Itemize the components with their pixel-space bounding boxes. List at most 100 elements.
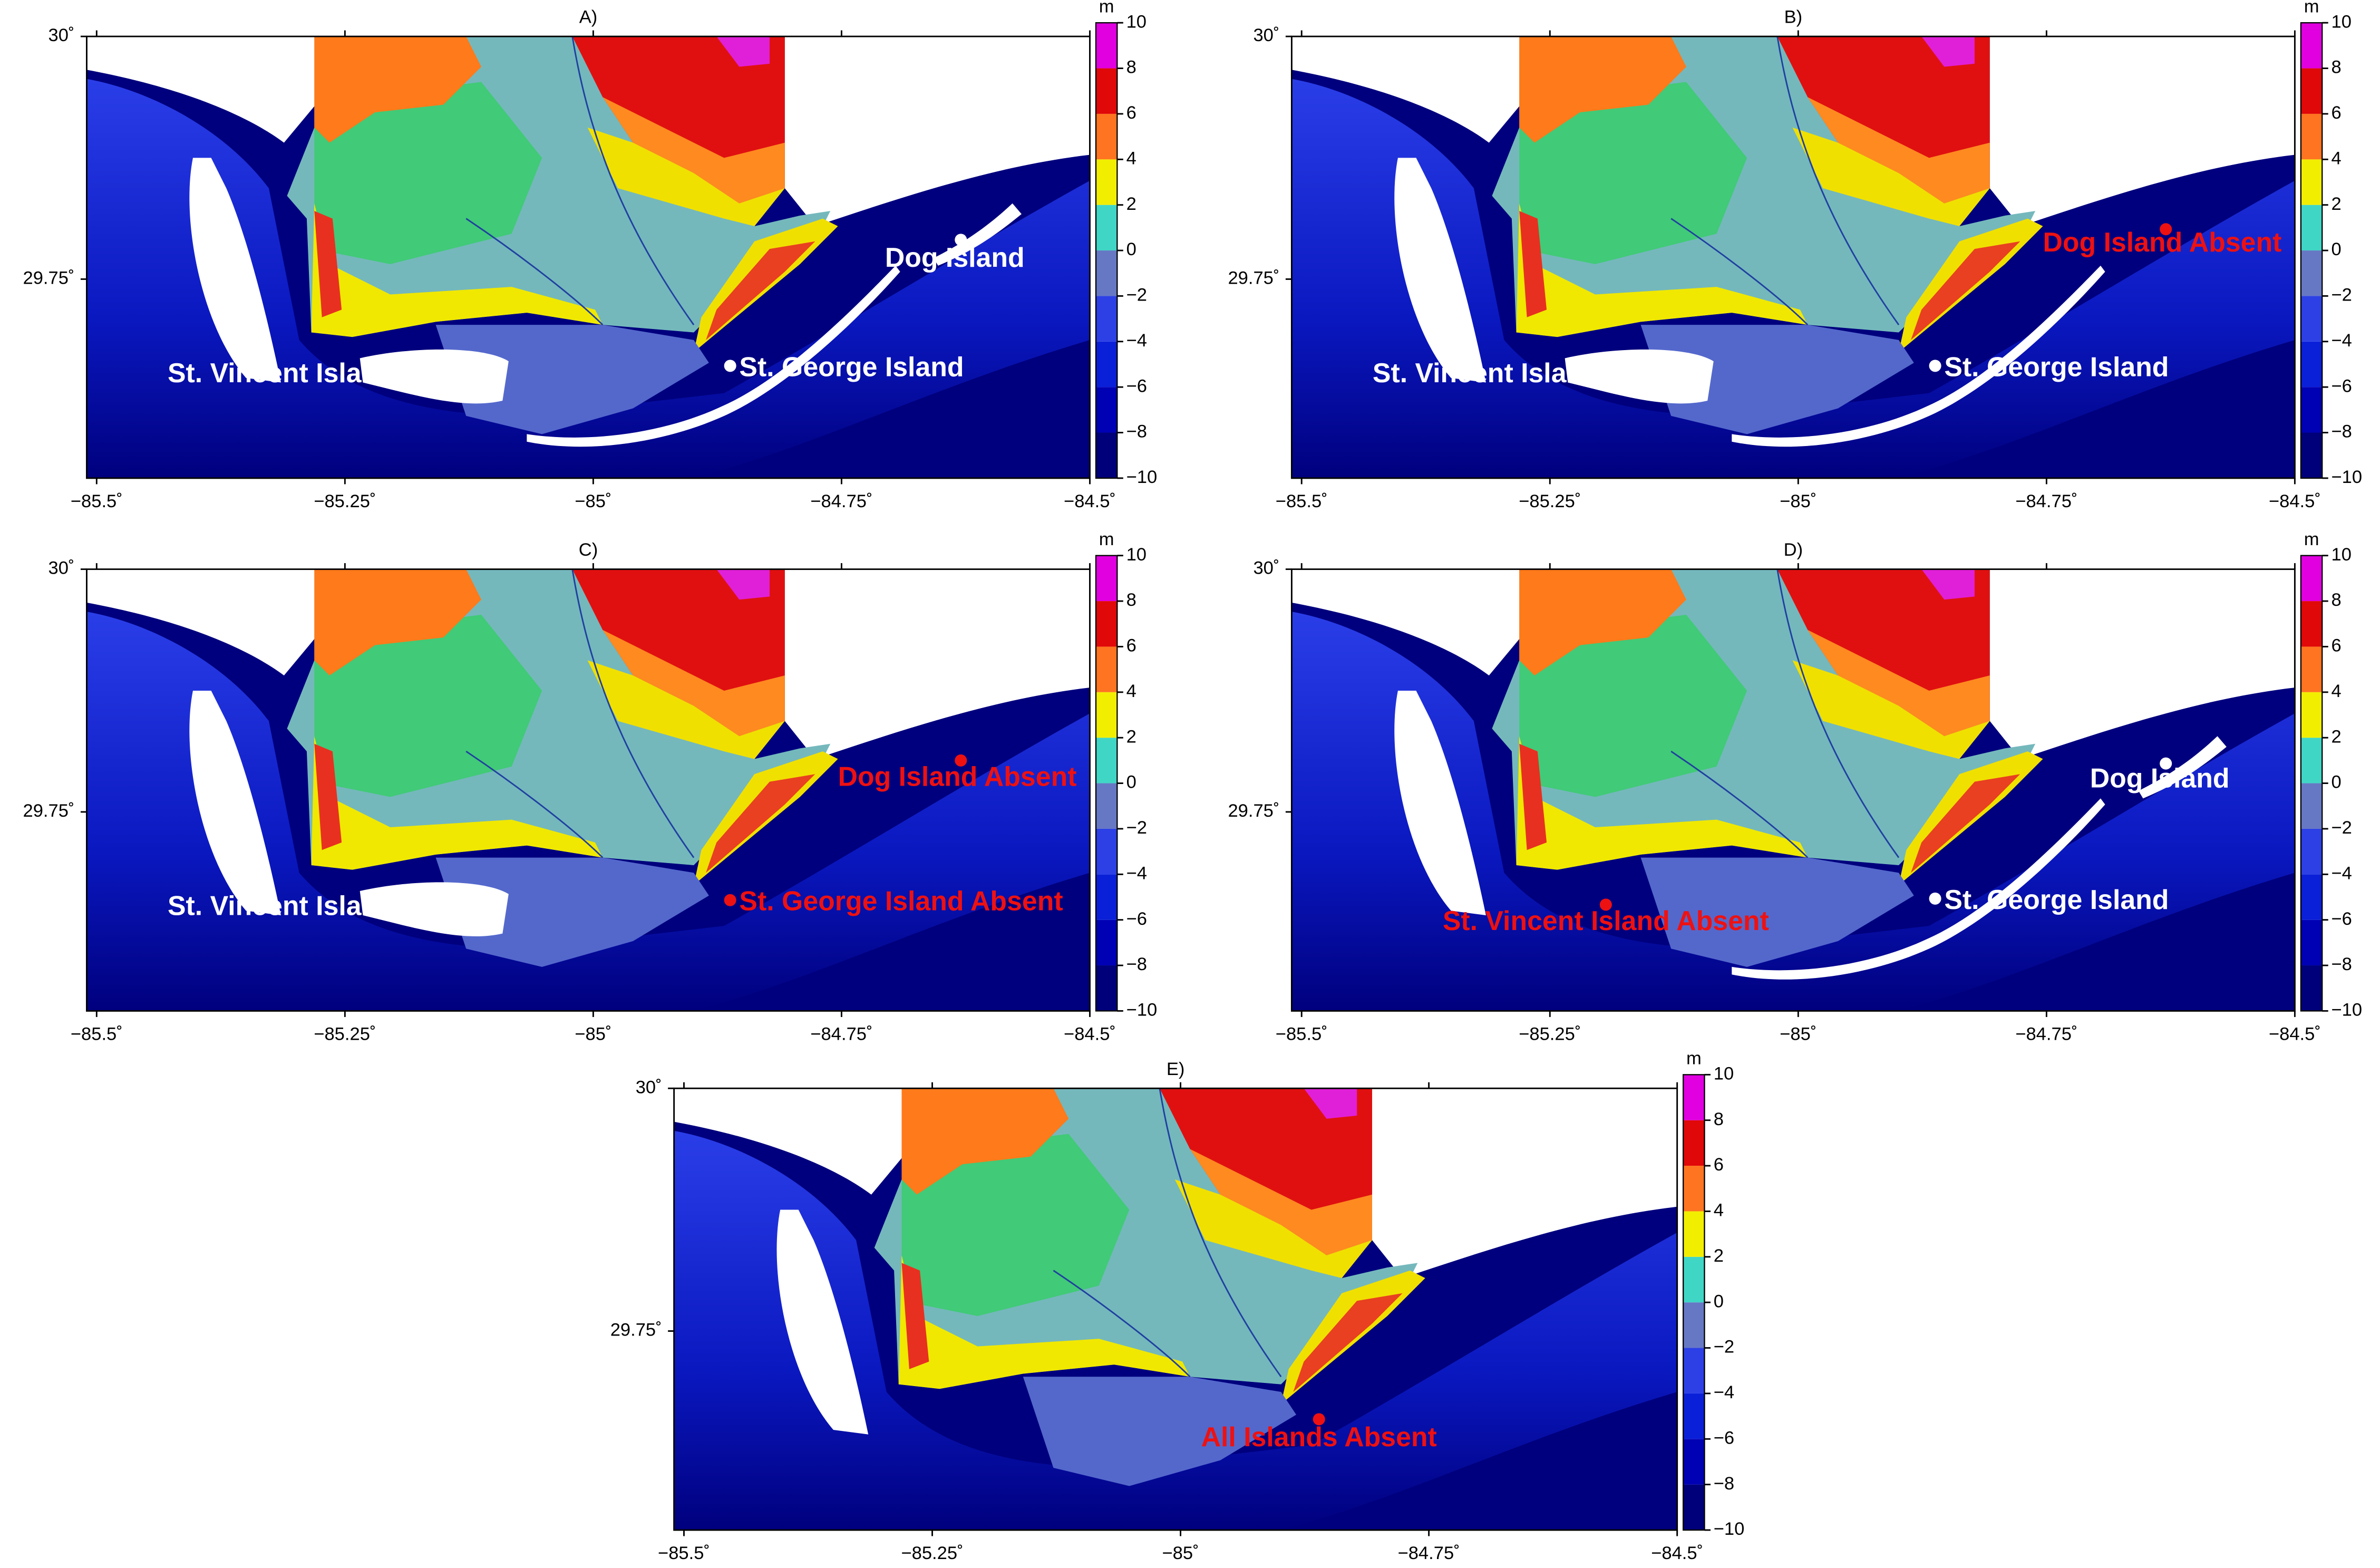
x-tick-label: −84.75˚ [2015, 491, 2077, 511]
x-tick-label: −84.75˚ [1398, 1543, 1460, 1563]
y-tick-label: 30˚ [636, 1077, 662, 1097]
colorbar-tick-label: −6 [2332, 376, 2352, 396]
location-dot [2160, 223, 2172, 236]
colorbar-tick-label: 6 [2332, 636, 2342, 656]
colorbar-bin [1683, 1302, 1705, 1348]
x-tick-label: −85.5˚ [1276, 491, 1328, 511]
colorbar-tick-label: −6 [1126, 376, 1147, 396]
location-label: St. Vincent Island Absent [1443, 905, 1769, 936]
colorbar-tick-label: 10 [1714, 1063, 1734, 1083]
panel-title: C) [579, 540, 598, 560]
colorbar-bin [2300, 68, 2323, 114]
x-tick-label: −84.5˚ [1651, 1543, 1703, 1563]
colorbar-tick-label: 8 [1126, 590, 1136, 610]
y-tick-label: 30˚ [1253, 558, 1279, 578]
colorbar-bin [2300, 23, 2323, 69]
x-tick-label: −85.5˚ [658, 1543, 710, 1563]
location-dot [1602, 365, 1615, 378]
colorbar-tick-label: −2 [2332, 285, 2352, 305]
colorbar-bin [2300, 783, 2323, 829]
y-tick-label: 29.75˚ [23, 801, 75, 821]
colorbar-tick-label: −2 [2332, 818, 2352, 838]
colorbar-tick-label: −2 [1714, 1337, 1734, 1357]
x-tick-label: −85.25˚ [314, 491, 376, 511]
colorbar-tick-label: 2 [1126, 727, 1136, 747]
colorbar-tick-label: 8 [1126, 57, 1136, 78]
colorbar-tick-label: 4 [1714, 1201, 1724, 1221]
location-dot [1929, 360, 1941, 372]
location-dot [1313, 1413, 1325, 1426]
location-dot [724, 894, 736, 906]
colorbar-bin [2300, 159, 2323, 205]
colorbar-bin [2300, 601, 2323, 647]
location-dot [2160, 757, 2172, 770]
x-tick-label: −85.25˚ [1519, 1024, 1581, 1044]
colorbar-unit: m [1686, 1049, 1702, 1069]
x-tick-label: −85.25˚ [1519, 491, 1581, 511]
x-tick-label: −85.25˚ [314, 1024, 376, 1044]
colorbar-tick-label: 4 [1126, 681, 1136, 701]
colorbar-bin [1096, 68, 1118, 114]
colorbar-tick-label: 0 [1126, 772, 1136, 792]
x-tick-label: −84.5˚ [2269, 491, 2321, 511]
colorbar-tick-label: 6 [1126, 103, 1136, 123]
colorbar-bin [1096, 555, 1118, 602]
colorbar-tick-label: −4 [2332, 331, 2352, 351]
x-tick-label: −84.75˚ [810, 491, 872, 511]
colorbar-unit: m [2304, 529, 2319, 549]
colorbar-bin [2300, 738, 2323, 783]
colorbar-tick-label: 4 [2332, 681, 2342, 701]
colorbar-tick-label: −2 [1126, 818, 1147, 838]
colorbar-tick-label: 10 [1126, 12, 1147, 32]
panel-title: A) [579, 7, 598, 27]
location-label: St. George Island [1944, 884, 2169, 915]
terrain [673, 1087, 1678, 1531]
map-panel: A) −85.5˚ −85.25˚ −85˚ −84.75˚ −84.5˚ 29.75˚ 30… [23, 0, 1158, 511]
y-tick-label: 29.75˚ [610, 1320, 662, 1340]
colorbar-bin [1096, 341, 1118, 388]
colorbar-bin [2300, 387, 2323, 433]
colorbar-bin [2300, 692, 2323, 738]
colorbar-bin [1096, 828, 1118, 875]
location-dot [724, 360, 736, 372]
colorbar-tick-label: 6 [1126, 636, 1136, 656]
colorbar-bin [2300, 250, 2323, 296]
location-label: St. George Island Absent [739, 886, 1063, 916]
colorbar-tick-label: 2 [1714, 1246, 1724, 1266]
y-tick-label: 29.75˚ [23, 268, 75, 288]
colorbar-tick-label: 10 [2332, 545, 2352, 565]
x-tick-label: −84.5˚ [2269, 1024, 2321, 1044]
colorbar-tick-label: −6 [2332, 909, 2352, 929]
y-tick-label: 30˚ [1253, 25, 1279, 45]
location-label: St. Vincent Island [168, 890, 395, 921]
x-tick-label: −85˚ [1162, 1543, 1199, 1563]
colorbar-tick-label: −2 [1126, 285, 1147, 305]
panel-title: D) [1784, 540, 1803, 560]
colorbar-tick-label: 2 [1126, 194, 1136, 214]
map-panel: B) −85.5˚ −85.25˚ −85˚ −84.75˚ −84.5˚ 29.75˚ 30… [1228, 0, 2362, 511]
colorbar-tick-label: −6 [1714, 1428, 1734, 1448]
colorbar-unit: m [1099, 0, 1114, 17]
colorbar-unit: m [2304, 0, 2319, 17]
colorbar-tick-label: 2 [2332, 194, 2342, 214]
colorbar-bin [1683, 1211, 1705, 1257]
frame [86, 568, 1091, 1012]
x-tick-label: −85.5˚ [71, 491, 123, 511]
colorbar-tick-label: 6 [1714, 1155, 1724, 1175]
colorbar-tick-label: −10 [1714, 1519, 1745, 1539]
colorbar-tick-label: 10 [2332, 12, 2352, 32]
colorbar-tick-label: −10 [2332, 467, 2363, 487]
colorbar-tick-label: −10 [2332, 1000, 2363, 1020]
x-tick-label: −85˚ [1780, 1024, 1816, 1044]
location-label: St. George Island [739, 351, 964, 382]
colorbar-bin [2300, 965, 2323, 1011]
colorbar-bin [1683, 1256, 1705, 1303]
x-tick-label: −85.25˚ [901, 1543, 963, 1563]
location-dot [397, 898, 410, 911]
colorbar-bin [1096, 205, 1118, 251]
colorbar-tick-label: 6 [2332, 103, 2342, 123]
colorbar-tick-label: 8 [2332, 590, 2342, 610]
frame [1290, 35, 2296, 479]
colorbar-tick-label: −4 [2332, 863, 2352, 883]
